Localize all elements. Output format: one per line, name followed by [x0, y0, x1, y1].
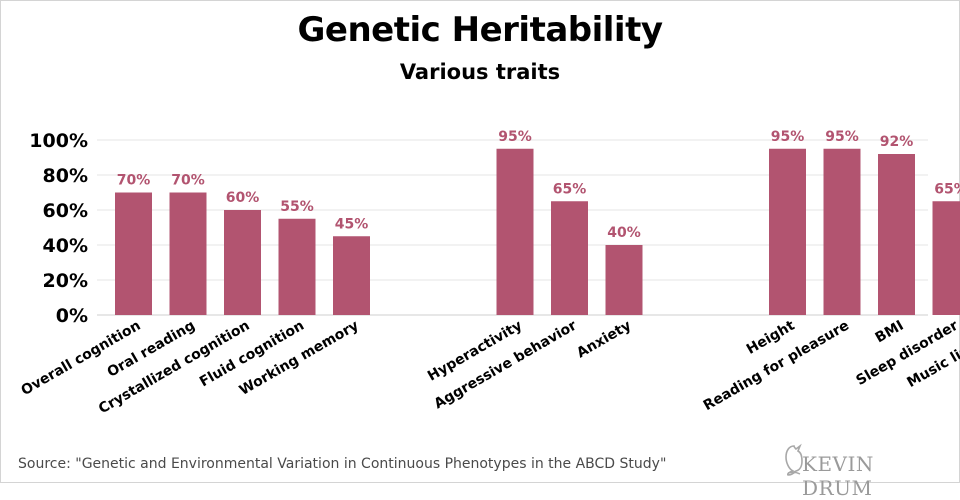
y-tick-label: 0%	[56, 305, 88, 327]
category-label: BMI	[873, 318, 907, 347]
bar	[497, 149, 534, 315]
value-label: 70%	[171, 173, 205, 189]
bar	[170, 193, 207, 316]
value-label: 45%	[335, 216, 369, 232]
bar-chart: 0% 20% 40% 60% 80% 100% 70% 70% 60% 55% 45% 95% 65%…	[0, 0, 960, 483]
value-label: 65%	[934, 181, 960, 197]
y-tick-label: 20%	[43, 270, 88, 292]
bar	[115, 193, 152, 316]
value-label: 92%	[880, 134, 914, 150]
value-label: 65%	[553, 181, 587, 197]
value-label: 70%	[117, 173, 151, 189]
y-tick-label: 40%	[43, 235, 88, 257]
value-label: 95%	[771, 129, 805, 145]
value-label: 60%	[226, 190, 260, 206]
value-label: 55%	[280, 199, 314, 215]
bar	[333, 236, 370, 315]
bar	[933, 201, 960, 315]
logo-text: KEVIN DRUM	[802, 452, 932, 500]
kevin-drum-logo: KEVIN DRUM	[782, 440, 932, 476]
y-tick-label: 100%	[29, 130, 88, 152]
bar	[224, 210, 261, 315]
bar	[606, 245, 643, 315]
value-label: 95%	[825, 129, 859, 145]
y-tick-label: 80%	[43, 165, 88, 187]
y-tick-label: 60%	[43, 200, 88, 222]
y-axis-tick-labels: 0% 20% 40% 60% 80% 100%	[29, 130, 88, 327]
value-label: 40%	[607, 225, 641, 241]
bar	[769, 149, 806, 315]
source-note: Source: "Genetic and Environmental Varia…	[18, 456, 666, 472]
bars	[115, 149, 960, 315]
bar	[279, 219, 316, 315]
bar	[551, 201, 588, 315]
bar	[824, 149, 861, 315]
bar	[878, 154, 915, 315]
value-label: 95%	[498, 129, 532, 145]
category-label: Anxiety	[574, 318, 634, 362]
